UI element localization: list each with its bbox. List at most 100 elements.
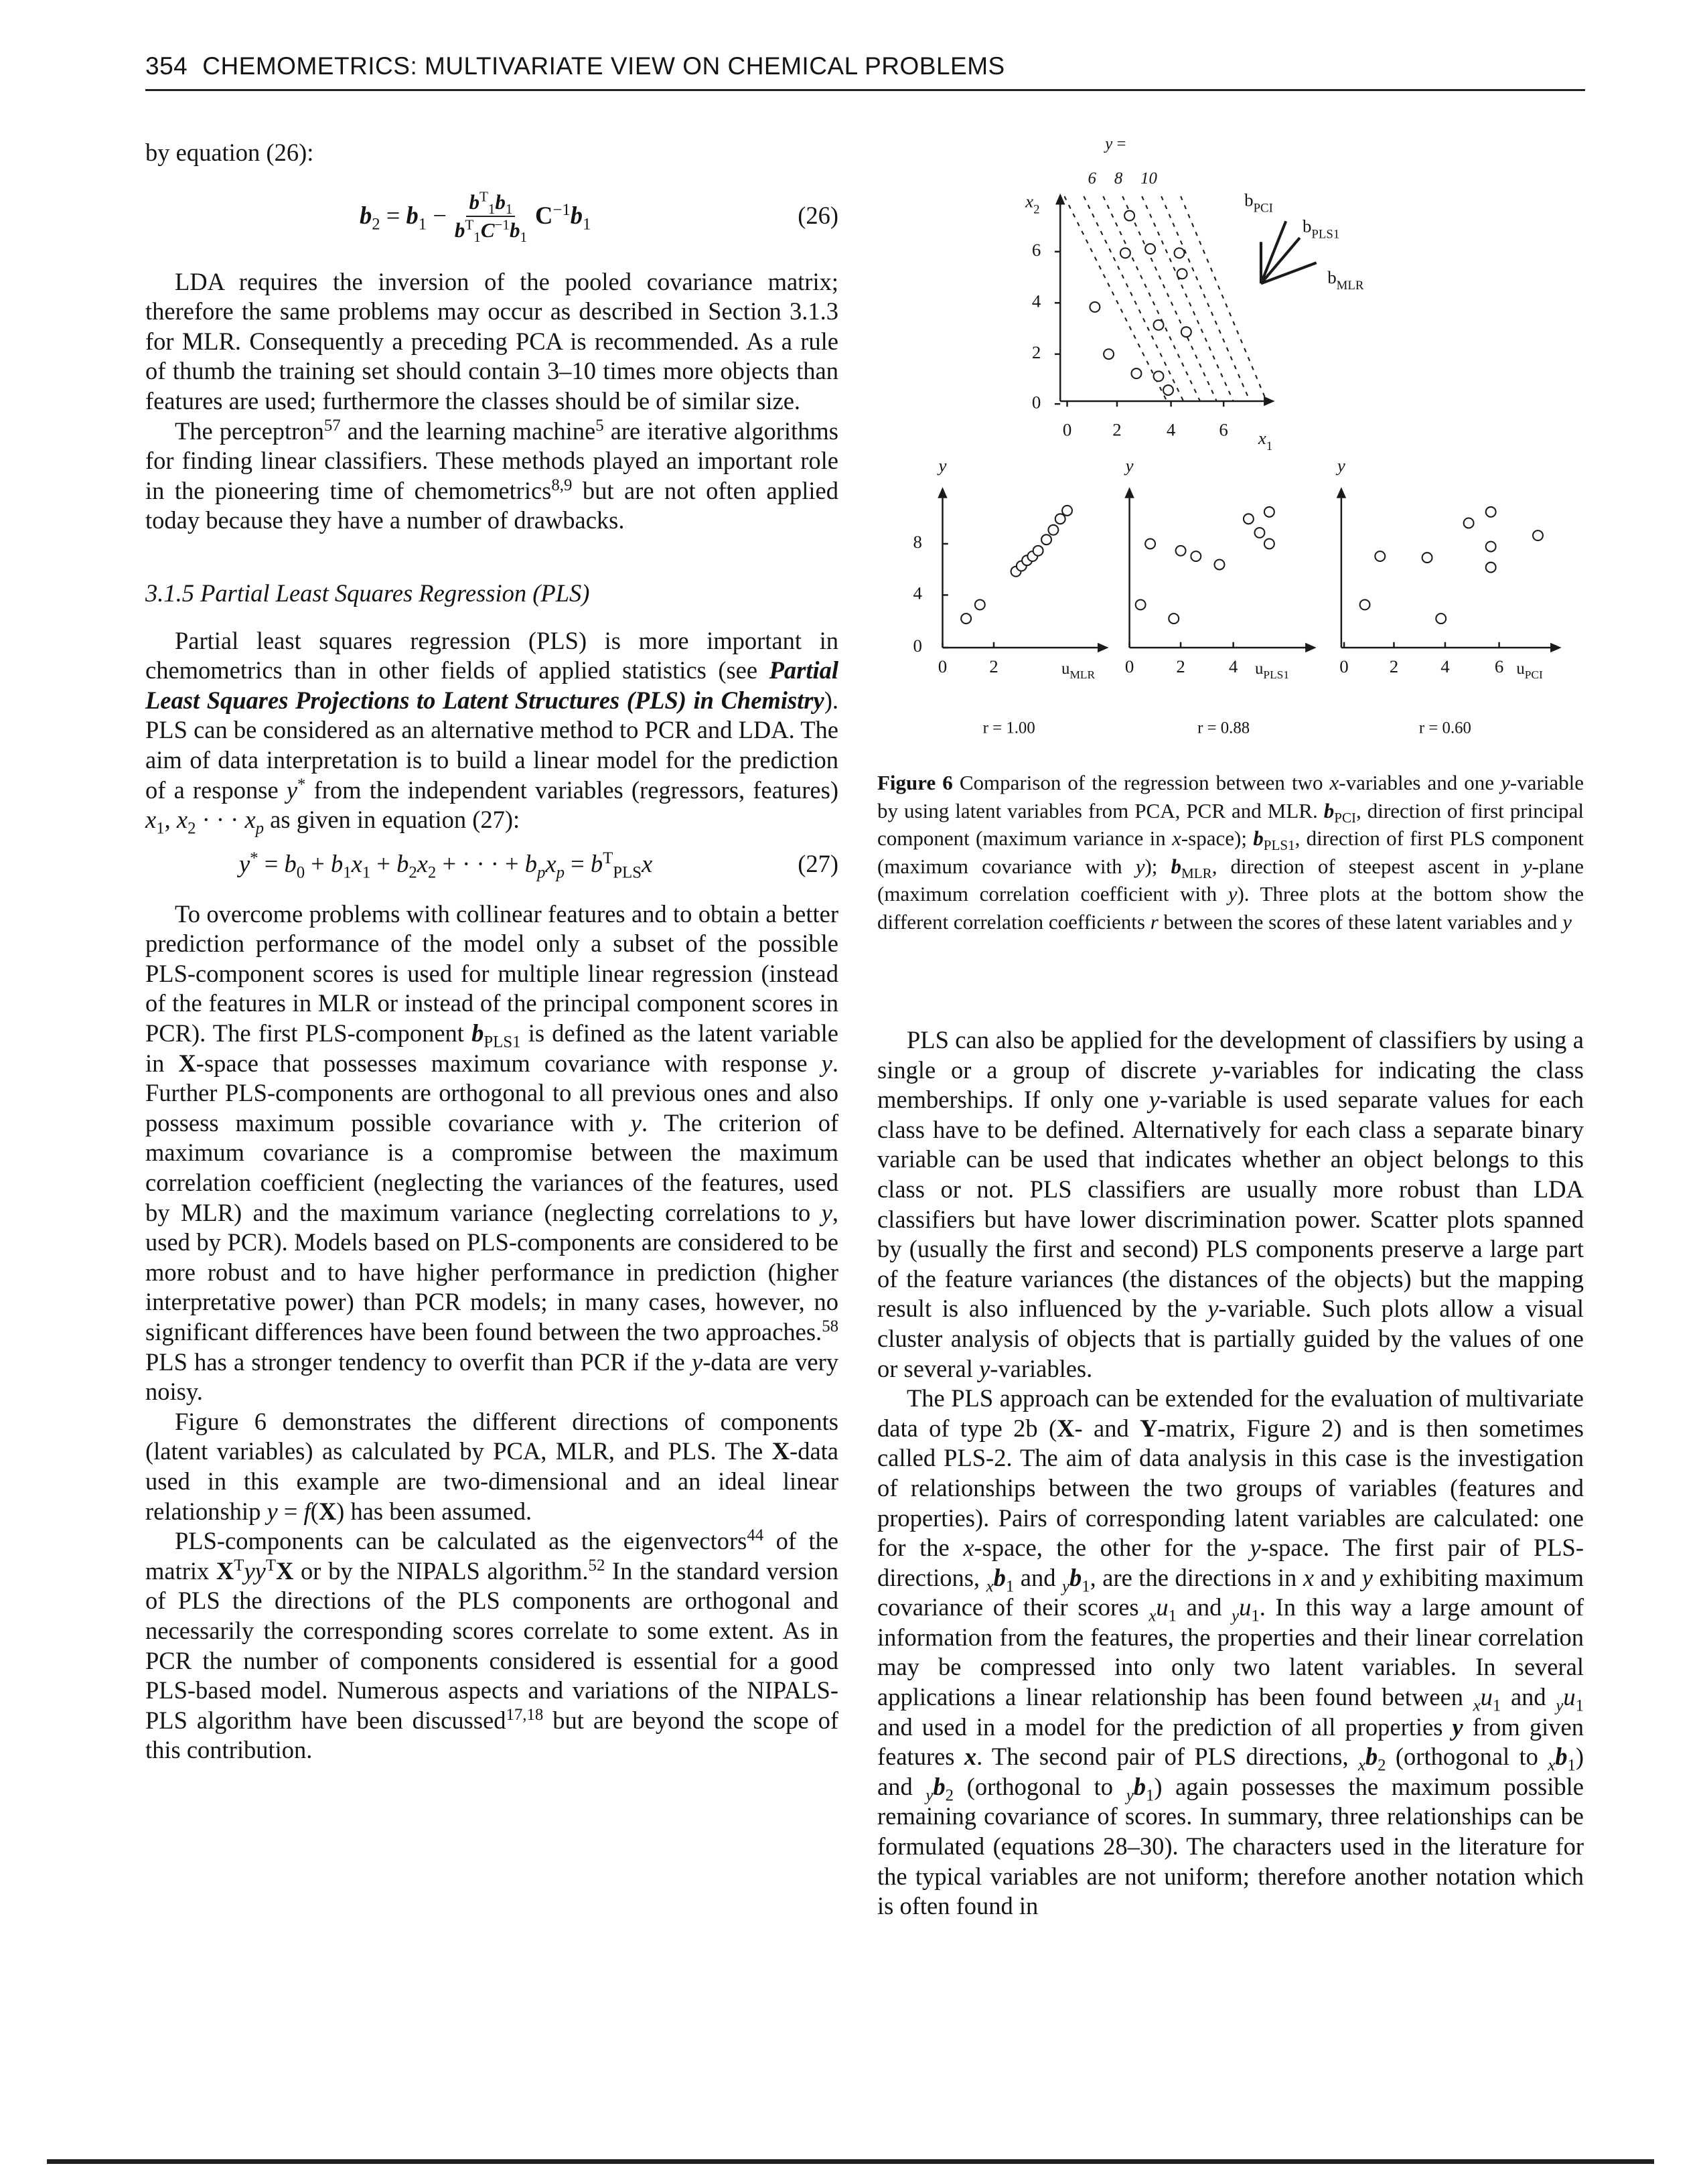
point bbox=[1041, 534, 1053, 546]
text-run: , bbox=[164, 806, 177, 834]
text-run: X bbox=[771, 1437, 790, 1465]
vector-label: bPCI bbox=[1244, 190, 1273, 215]
text-run: b bbox=[1327, 267, 1336, 287]
text-run: PCI bbox=[1334, 809, 1357, 826]
text-run: 1 bbox=[362, 863, 371, 882]
text-run: ) and bbox=[877, 1743, 1584, 1800]
point bbox=[1153, 370, 1165, 382]
text-run: (orthogonal to bbox=[954, 1772, 1126, 1800]
text-run: -data used in this example are two-dimen… bbox=[145, 1437, 838, 1525]
text-run: exhibiting maximum covariance of their s… bbox=[877, 1563, 1584, 1621]
text-run: PCI bbox=[1525, 669, 1543, 682]
contour-label: 10 bbox=[1140, 169, 1157, 188]
denominator: bT1C−1b1 bbox=[452, 217, 530, 244]
text-run: T bbox=[234, 1556, 244, 1575]
text-run: b bbox=[1323, 798, 1335, 822]
text-run: -plane (maximum correlation coefficient … bbox=[877, 854, 1584, 906]
x-tick-label: 6 bbox=[1495, 656, 1503, 676]
text-run: p bbox=[556, 863, 565, 882]
text-run: ); bbox=[1144, 854, 1171, 878]
text-run: -variables for indicating the class memb… bbox=[877, 1055, 1584, 1114]
point bbox=[1047, 524, 1059, 536]
text-run: 1 bbox=[583, 215, 591, 234]
figure-caption: Figure 6 Comparison of the regression be… bbox=[877, 769, 1584, 936]
point bbox=[1176, 268, 1188, 280]
point bbox=[1130, 368, 1142, 380]
point bbox=[1089, 301, 1101, 313]
point bbox=[1190, 551, 1202, 563]
text-run: y bbox=[937, 455, 947, 476]
text-run: and bbox=[1014, 1563, 1062, 1591]
text-run: -space. The first pair of PLS-directions… bbox=[877, 1534, 1584, 1591]
text-run: -space); bbox=[1181, 826, 1254, 850]
text-run: u bbox=[1516, 660, 1524, 678]
paragraph: Partial least squares regression (PLS) i… bbox=[145, 626, 838, 837]
text-run: = bbox=[1112, 135, 1126, 153]
text-run: 44 bbox=[747, 1526, 764, 1544]
text-run: T bbox=[265, 1556, 277, 1575]
text-run: u bbox=[1156, 1593, 1169, 1621]
text-run: y bbox=[1562, 909, 1572, 934]
text-run: from the independent variables (regresso… bbox=[305, 776, 838, 804]
point bbox=[1173, 247, 1185, 259]
text-run: 3.1.5 Partial Least Squares Regression (… bbox=[145, 579, 590, 607]
text-run: are iterative algorithms for finding lin… bbox=[145, 417, 838, 504]
text-run: , used by PCR). Models based on PLS-comp… bbox=[145, 1198, 838, 1345]
text-run: b bbox=[590, 850, 603, 878]
point bbox=[1359, 599, 1371, 611]
text-run: 1 bbox=[343, 863, 352, 882]
text-run: b bbox=[330, 850, 344, 878]
text-run: 1 bbox=[1266, 439, 1272, 453]
arrow-head bbox=[1305, 642, 1317, 653]
text-run: 1 bbox=[1145, 1786, 1155, 1805]
text-run: b bbox=[1069, 1563, 1082, 1591]
text-run: PLS can also be applied for the developm… bbox=[877, 1026, 1584, 1084]
text-run: In the standard version of PLS the direc… bbox=[145, 1556, 838, 1734]
text-run: = bbox=[380, 202, 406, 230]
text-run: y bbox=[239, 850, 250, 878]
text-run: y bbox=[1124, 455, 1134, 476]
text-run: Partial least squares regression (PLS) i… bbox=[145, 626, 838, 684]
x-tick-label: 0 bbox=[1063, 420, 1071, 440]
text-run: x bbox=[145, 806, 157, 834]
text-run: PLS1 bbox=[1263, 837, 1295, 854]
point bbox=[1263, 538, 1275, 550]
text-run: 1 bbox=[1567, 1756, 1576, 1775]
text-run: Figure 6 demonstrates the different dire… bbox=[145, 1407, 838, 1465]
y-tick-label: 2 bbox=[1032, 342, 1041, 362]
text-run: x bbox=[642, 850, 653, 878]
direction-vector bbox=[1260, 261, 1317, 285]
fraction: bT1b1 bT1C−1b1 bbox=[452, 190, 530, 244]
text-run: x bbox=[1148, 1607, 1157, 1625]
text-run: and the learning machine bbox=[340, 417, 596, 445]
text-run: y bbox=[1207, 1295, 1219, 1323]
y-axis-label: x2 bbox=[1025, 192, 1039, 217]
point bbox=[974, 599, 986, 611]
text-run: 1 bbox=[1251, 1607, 1260, 1625]
text-run: + bbox=[370, 850, 397, 878]
text-run: y bbox=[821, 1049, 832, 1077]
text-run: * bbox=[297, 775, 306, 794]
text-run: −1 bbox=[552, 201, 571, 220]
x-tick-label: 2 bbox=[1176, 656, 1185, 676]
text-run: 2 bbox=[1378, 1756, 1386, 1775]
text-run: r bbox=[1150, 909, 1159, 934]
text-run: MLR bbox=[1181, 865, 1212, 881]
point bbox=[1175, 544, 1187, 557]
header-title: CHEMOMETRICS: MULTIVARIATE VIEW ON CHEMI… bbox=[202, 52, 1005, 80]
text-run: , direction of steepest ascent in bbox=[1211, 854, 1523, 878]
text-run: b bbox=[933, 1772, 946, 1800]
text-run: y bbox=[1061, 1577, 1069, 1595]
text-run: . Further PLS-components are orthogonal … bbox=[145, 1049, 838, 1137]
point bbox=[1134, 599, 1146, 611]
text-run: u bbox=[1239, 1593, 1252, 1621]
header-rule bbox=[145, 89, 1585, 91]
x-tick-label: 0 bbox=[1125, 656, 1134, 676]
text-run: 2 bbox=[427, 863, 437, 882]
x-axis-label: uMLR bbox=[1061, 660, 1095, 682]
text-run: X bbox=[216, 1556, 234, 1585]
section-heading: 3.1.5 Partial Least Squares Regression (… bbox=[145, 579, 838, 609]
y-tick-label: 8 bbox=[913, 532, 922, 552]
text-run: but are beyond the scope of this contrib… bbox=[145, 1706, 838, 1764]
arrow-head bbox=[1124, 487, 1134, 498]
